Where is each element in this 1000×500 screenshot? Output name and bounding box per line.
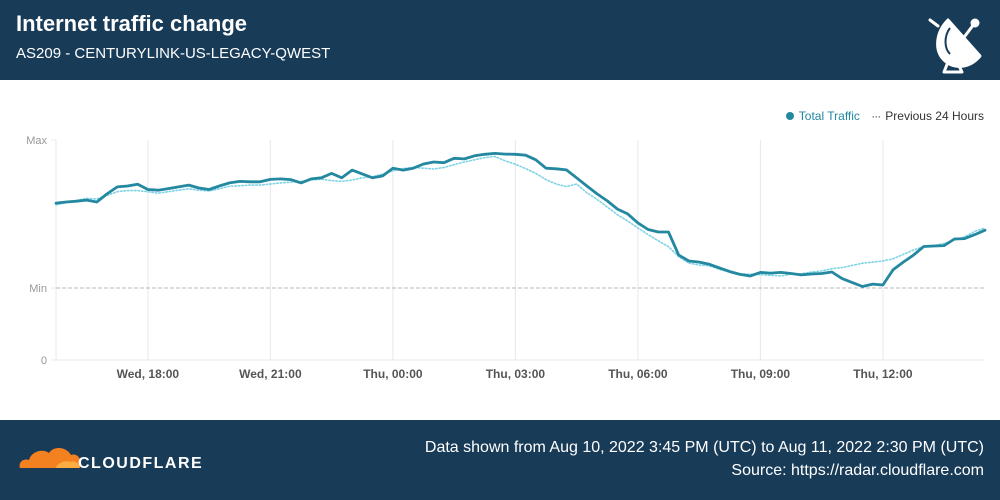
traffic-chart: Wed, 18:00 Wed, 21:00 Thu, 00:00 Thu, 03:00… (26, 135, 987, 381)
series-line-previous-24-hours (55, 155, 986, 277)
x-tick-label: Wed, 21:00 (239, 367, 302, 381)
legend-dot-icon (785, 112, 794, 120)
legend-previous-24-hours[interactable]: ··· Previous 24 Hours (871, 109, 984, 123)
x-tick-label: Wed, 18:00 (117, 367, 180, 381)
x-tick-label: Thu, 09:00 (731, 367, 791, 381)
chart-legend: Total Traffic ··· Previous 24 Hours (778, 109, 984, 123)
source-text: Source: https://radar.cloudflare.com (731, 462, 984, 479)
chart-title: Internet traffic change (16, 11, 248, 36)
x-tick-label: Thu, 03:00 (486, 367, 546, 381)
x-tick-label: Thu, 12:00 (853, 367, 913, 381)
header-bar: Internet traffic change AS209 - CENTURYL… (0, 0, 1000, 80)
y-tick-label: Min (29, 283, 47, 295)
y-tick-label: 0 (41, 355, 47, 367)
satellite-dish-icon (928, 18, 982, 74)
logo-text: CLOUDFLARE (78, 455, 203, 472)
legend-total-traffic[interactable]: Total Traffic (785, 109, 860, 123)
chart-subtitle: AS209 - CENTURYLINK-US-LEGACY-QWEST (16, 45, 331, 62)
series-line-total-traffic (54, 151, 987, 288)
footer-bar (0, 420, 1000, 500)
x-tick-label: Thu, 06:00 (608, 367, 668, 381)
cloudflare-logo: CLOUDFLARE (19, 447, 203, 472)
legend-total-label: Total Traffic (798, 109, 860, 123)
x-tick-label: Thu, 00:00 (363, 367, 423, 381)
y-tick-label: Max (26, 135, 47, 147)
legend-dotted-line-icon: ··· (871, 109, 881, 123)
legend-previous-label: Previous 24 Hours (885, 109, 984, 123)
data-range-text: Data shown from Aug 10, 2022 3:45 PM (UT… (424, 439, 984, 456)
